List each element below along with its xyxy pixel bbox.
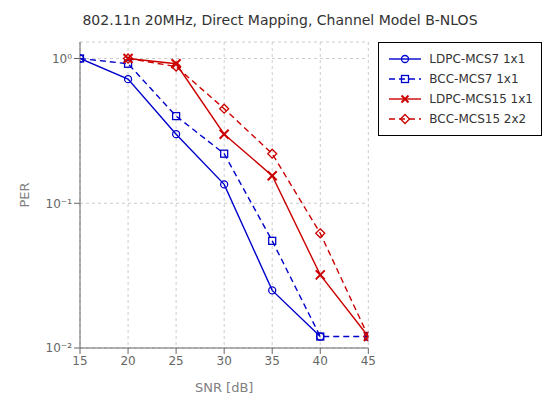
svg-text:10⁻¹: 10⁻¹	[46, 197, 73, 211]
html-text:BCC-MCS7 1x1: BCC-MCS7 1x1	[429, 72, 519, 86]
svg-text:15: 15	[72, 354, 87, 368]
svg-text:PER: PER	[17, 182, 32, 207]
svg-text:10⁻²: 10⁻²	[46, 341, 73, 355]
svg-text:35: 35	[265, 354, 280, 368]
svg-text:25: 25	[168, 354, 183, 368]
svg-text:30: 30	[217, 354, 232, 368]
html-text:BCC-MCS15 2x2: BCC-MCS15 2x2	[429, 112, 527, 126]
svg-text:40: 40	[313, 354, 328, 368]
html-text:LDPC-MCS15 1x1: LDPC-MCS15 1x1	[429, 92, 533, 106]
svg-text:45: 45	[361, 354, 376, 368]
html-text:802.11n 20MHz, Direct Mapping,: 802.11n 20MHz, Direct Mapping, Channel M…	[82, 12, 478, 28]
svg-text:SNR [dB]: SNR [dB]	[195, 380, 253, 395]
svg-text:20: 20	[120, 354, 135, 368]
html-text:LDPC-MCS7 1x1: LDPC-MCS7 1x1	[429, 52, 526, 66]
svg-text:10⁰: 10⁰	[52, 52, 72, 66]
